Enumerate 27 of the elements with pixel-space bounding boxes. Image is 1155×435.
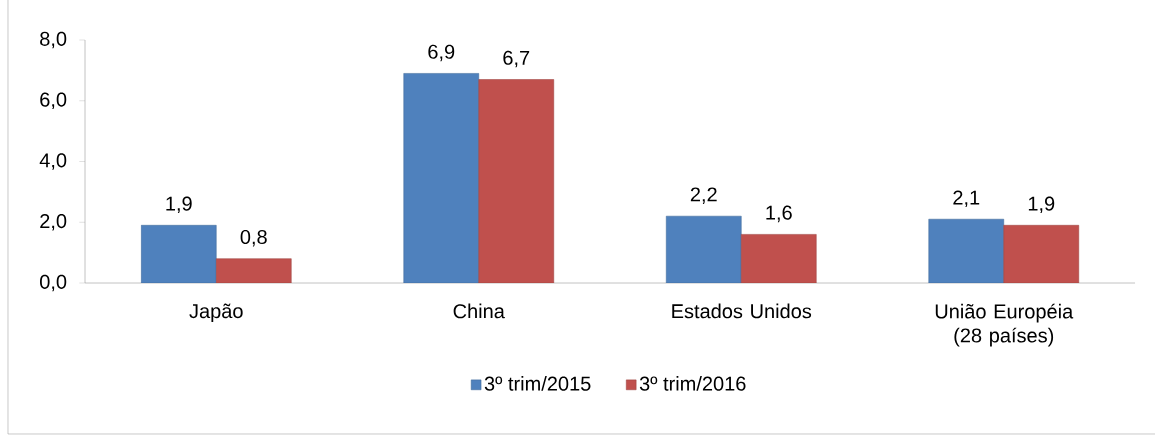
data-label: 1,9 (1028, 196, 1055, 214)
bar (140, 225, 217, 283)
y-tick-label: 4,0 (39, 153, 67, 170)
data-label: 1,9 (166, 196, 192, 214)
bar (665, 215, 742, 283)
y-tick-label: 0,0 (40, 274, 67, 292)
x-tick-label: Japão (189, 303, 243, 323)
data-label: 2,1 (953, 190, 980, 207)
x-tick-label: China (453, 303, 505, 319)
bar (403, 73, 480, 283)
bar (1003, 225, 1080, 283)
data-label: 1,6 (766, 205, 792, 223)
x-tick-label: União Européia (28 países) (935, 303, 1074, 347)
y-tick-label: 8,0 (40, 31, 67, 49)
x-tick-label: Estados Unidos (672, 303, 812, 319)
data-label: 0,8 (240, 229, 267, 247)
data-label: 2,2 (690, 187, 717, 204)
y-tick-label: 6,0 (40, 92, 67, 110)
data-label: 6,7 (503, 50, 530, 68)
bar (740, 234, 817, 283)
bar (928, 218, 1005, 283)
bar (215, 258, 292, 283)
data-label: 6,9 (428, 44, 455, 62)
y-tick-label: 2,0 (40, 213, 67, 231)
legend-label: 3º trim/2015 (484, 376, 591, 391)
bar (478, 79, 555, 283)
legend-label: 3º trim/2016 (639, 376, 746, 391)
